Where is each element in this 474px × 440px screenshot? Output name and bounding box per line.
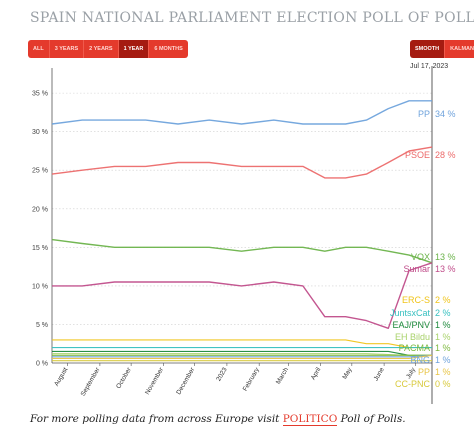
- x-tick-label: 2023: [215, 366, 228, 382]
- series-value-label: 1 %: [435, 367, 451, 377]
- footer-suffix: Poll of Polls.: [337, 413, 406, 425]
- mode-selector: SMOOTH KALMAN: [410, 40, 474, 58]
- chart-labels: PP 34 % PSOE 28 % VOX 13 % Sumar 13 % ERC-S 2 % Ju…: [390, 109, 456, 389]
- series-line: [52, 353, 432, 356]
- x-tick-label: February: [242, 366, 261, 393]
- range-3-years-button[interactable]: 3 YEARS: [49, 40, 85, 58]
- series-name-label: VOX: [411, 252, 430, 262]
- series-value-label: 0 %: [435, 379, 451, 389]
- series-value-label: 1 %: [435, 320, 451, 330]
- y-tick-label: 25 %: [32, 168, 48, 175]
- series-value-label: 34 %: [435, 109, 456, 119]
- smooth-button[interactable]: SMOOTH: [410, 40, 446, 58]
- series-value-label: 1 %: [435, 355, 451, 365]
- y-tick-label: 35 %: [32, 91, 48, 98]
- x-tick-label: May: [341, 366, 354, 381]
- x-tick-label: November: [144, 366, 165, 396]
- series-name-label: EAJ/PNV: [392, 320, 430, 330]
- series-name-label: PACMA: [399, 343, 430, 353]
- x-tick-label: March: [275, 366, 290, 385]
- series-line: [52, 354, 433, 359]
- series-name-label: BNG: [410, 355, 430, 365]
- series-name-label: Sumar: [403, 264, 430, 274]
- x-tick-label: July: [405, 366, 417, 380]
- series-name-label: CC-PNC: [395, 379, 430, 389]
- current-date-label: Jul 17, 2023: [410, 63, 449, 70]
- series-value-label: 13 %: [435, 252, 456, 262]
- footer-note: For more polling data from across Europe…: [30, 413, 406, 426]
- series-name-label: JuntsxCat: [390, 308, 431, 318]
- series-value-label: 13 %: [435, 264, 456, 274]
- range-selector: ALL 3 YEARS 2 YEARS 1 YEAR 6 MONTHS: [28, 40, 188, 58]
- poll-chart: 0 % 5 % 10 % 15 % 20 % 25 % 30 % 35 % August Sept…: [32, 66, 456, 404]
- range-6-months-button[interactable]: 6 MONTHS: [149, 40, 188, 58]
- series-name-label: PP: [418, 109, 430, 119]
- range-all-button[interactable]: ALL: [28, 40, 50, 58]
- kalman-button[interactable]: KALMAN: [445, 40, 474, 58]
- y-tick-label: 15 %: [32, 245, 48, 252]
- y-tick-label: 30 %: [32, 129, 48, 136]
- series-line: [52, 339, 432, 349]
- series-line: [51, 146, 433, 179]
- x-tick-label: August: [53, 366, 69, 387]
- x-tick-label: October: [115, 366, 133, 390]
- y-tick-label: 10 %: [32, 283, 48, 290]
- chart-grid: [52, 92, 432, 325]
- y-tick-label: 0 %: [36, 361, 48, 368]
- x-tick-label: June: [373, 366, 386, 382]
- series-name-label: PSOE: [405, 150, 430, 160]
- series-value-label: 1 %: [435, 343, 451, 353]
- range-1-year-button[interactable]: 1 YEAR: [118, 40, 150, 58]
- chart-lines: [51, 100, 433, 362]
- politico-link[interactable]: POLITICO: [282, 413, 338, 426]
- series-name-label: EH Bildu: [395, 332, 430, 342]
- y-tick-label: 5 %: [36, 322, 48, 329]
- series-line: [52, 354, 433, 358]
- y-tick-label: 20 %: [32, 206, 48, 213]
- series-line: [51, 238, 433, 264]
- x-tick-label: September: [80, 366, 102, 398]
- series-value-label: 28 %: [435, 150, 456, 160]
- series-name-label: PP: [418, 367, 430, 377]
- range-2-years-button[interactable]: 2 YEARS: [84, 40, 119, 58]
- series-value-label: 2 %: [435, 295, 451, 305]
- series-line: [52, 350, 432, 356]
- series-value-label: 1 %: [435, 332, 451, 342]
- x-tick-label: December: [175, 366, 196, 396]
- series-name-label: ERC-S: [402, 295, 430, 305]
- x-tick-label: April: [310, 366, 323, 381]
- series-line: [52, 262, 433, 329]
- series-line: [51, 100, 432, 125]
- page-title: SPAIN NATIONAL PARLIAMENT ELECTION POLL …: [30, 10, 474, 26]
- series-value-label: 2 %: [435, 308, 451, 318]
- chart-axes: 0 % 5 % 10 % 15 % 20 % 25 % 30 % 35 % August Sept…: [32, 66, 433, 404]
- footer-prefix: For more polling data from across Europe…: [30, 413, 283, 425]
